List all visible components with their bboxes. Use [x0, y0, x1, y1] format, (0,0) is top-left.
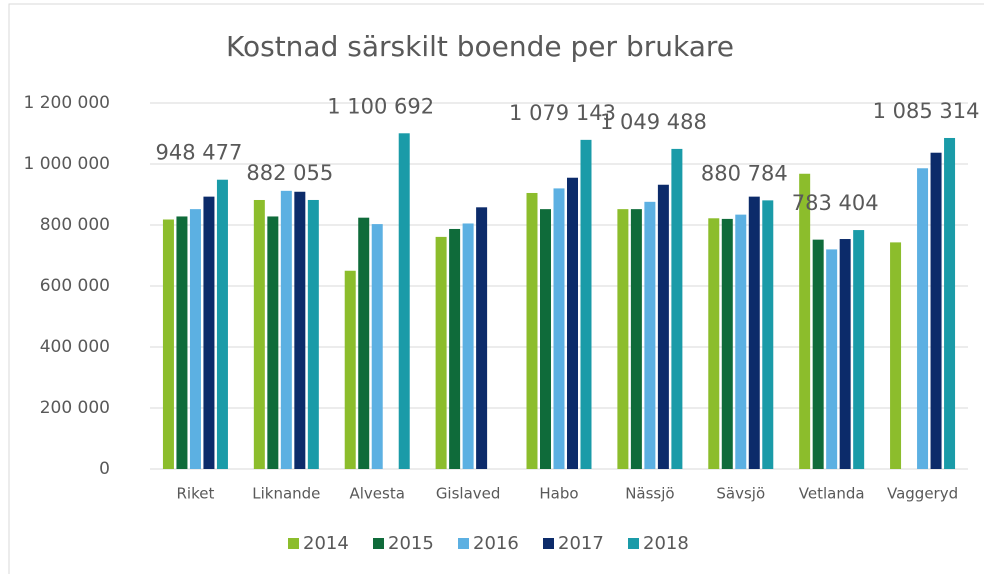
- data-label: 948 477: [156, 141, 243, 165]
- legend-label: 2018: [643, 533, 689, 554]
- data-label: 1 100 692: [327, 94, 434, 118]
- bar: [462, 223, 474, 469]
- bar: [307, 199, 319, 470]
- y-tick-label: 400 000: [40, 337, 110, 357]
- bar: [540, 209, 551, 469]
- bar: [189, 209, 201, 469]
- bar: [344, 270, 356, 469]
- data-label: 783 404: [792, 191, 879, 215]
- bar: [162, 219, 174, 469]
- data-label: 1 085 314: [873, 99, 980, 123]
- bar: [216, 179, 228, 469]
- y-tick-label: 1 200 000: [23, 93, 110, 113]
- bar: [799, 173, 811, 469]
- legend-swatch: [458, 538, 469, 549]
- bar: [708, 218, 720, 469]
- x-tick-label: Liknande: [252, 485, 320, 503]
- y-tick-label: 600 000: [40, 276, 110, 296]
- x-tick-label: Vaggeryd: [887, 485, 958, 503]
- bar: [553, 188, 565, 469]
- data-label: 880 784: [701, 161, 788, 185]
- bar: [917, 168, 929, 469]
- bar: [176, 216, 188, 469]
- bar: [449, 228, 461, 469]
- bar: [930, 152, 942, 469]
- bar: [748, 196, 760, 469]
- bar: [567, 177, 578, 469]
- y-tick-label: 0: [99, 459, 110, 479]
- legend-label: 2015: [388, 533, 434, 554]
- legend-swatch: [628, 538, 639, 549]
- bar: [580, 139, 592, 469]
- bar: [762, 200, 774, 469]
- bar: [203, 196, 215, 469]
- data-label: 1 049 488: [600, 110, 707, 134]
- bar: [617, 209, 629, 469]
- bar: [657, 184, 669, 470]
- legend-swatch: [288, 538, 299, 549]
- bar: [735, 214, 747, 469]
- legend-swatch: [543, 538, 554, 549]
- bar: [280, 190, 292, 469]
- legend-label: 2014: [303, 533, 349, 554]
- y-tick-label: 200 000: [40, 398, 110, 418]
- x-tick-label: Habo: [539, 485, 578, 503]
- bar: [721, 218, 733, 469]
- bar: [839, 239, 851, 469]
- bar: [630, 209, 642, 469]
- legend-label: 2017: [558, 533, 604, 554]
- x-tick-label: Riket: [177, 485, 215, 503]
- data-label: 1 079 143: [509, 101, 616, 125]
- legend-label: 2016: [473, 533, 519, 554]
- bar: [435, 236, 447, 469]
- bar: [853, 230, 865, 469]
- x-tick-label: Gislaved: [436, 485, 501, 503]
- bar: [358, 217, 370, 469]
- data-label: 882 055: [246, 161, 333, 185]
- bar: [890, 242, 902, 469]
- x-tick-label: Vetlanda: [799, 485, 865, 503]
- bar: [944, 137, 956, 469]
- bar: [671, 148, 683, 469]
- x-tick-label: Nässjö: [625, 485, 674, 503]
- bar: [253, 199, 265, 470]
- bar: [398, 133, 410, 469]
- bar: [267, 216, 279, 469]
- y-tick-label: 1 000 000: [23, 154, 110, 174]
- bar: [294, 191, 306, 469]
- bar: [644, 201, 656, 469]
- bar: [476, 207, 488, 469]
- bar: [371, 224, 383, 469]
- x-tick-label: Alvesta: [350, 485, 405, 503]
- bar: [812, 239, 824, 469]
- chart-title: Kostnad särskilt boende per brukare: [226, 30, 734, 63]
- bar: [826, 249, 838, 469]
- legend-swatch: [373, 538, 384, 549]
- x-tick-label: Sävsjö: [716, 485, 765, 503]
- y-tick-label: 800 000: [40, 215, 110, 235]
- bar: [526, 192, 538, 469]
